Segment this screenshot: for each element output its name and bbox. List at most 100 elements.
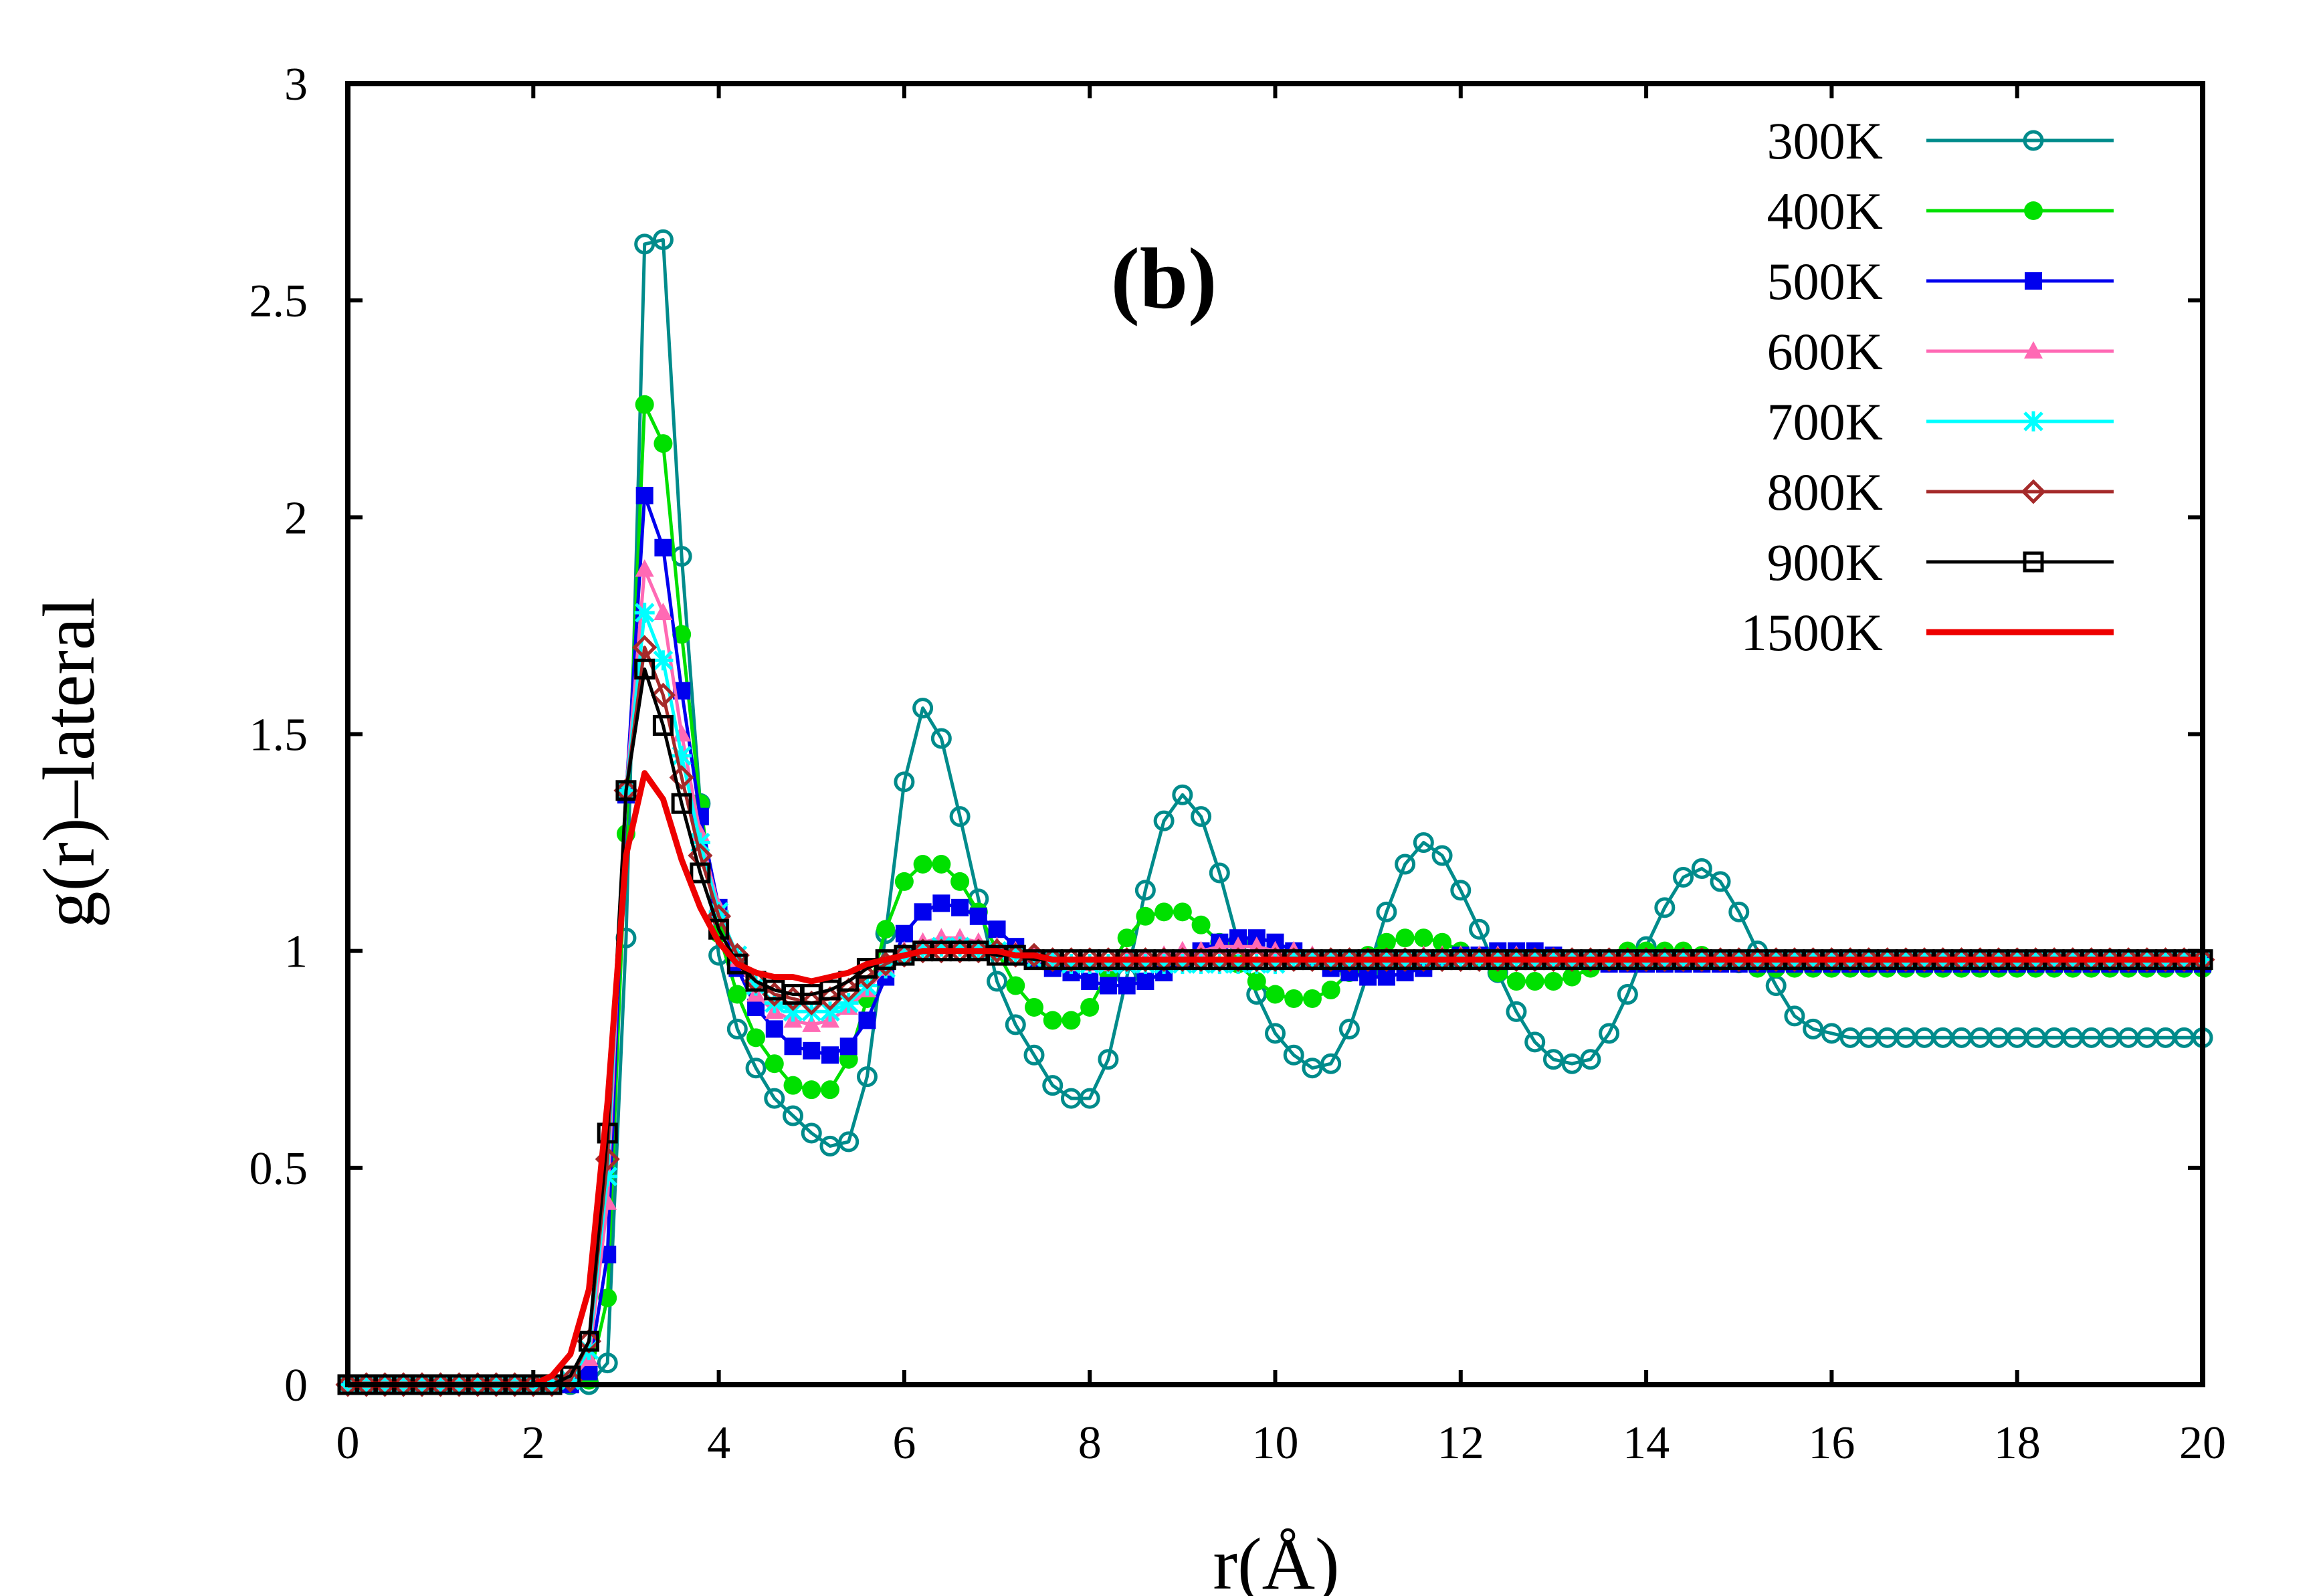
data-point xyxy=(1228,954,1249,975)
data-point xyxy=(1117,928,1136,948)
data-point xyxy=(821,1046,839,1064)
x-tick-label: 18 xyxy=(1994,1417,2041,1469)
data-point xyxy=(1338,1018,1360,1039)
data-point xyxy=(1377,932,1396,952)
legend-item-400K: 400K xyxy=(1767,182,2114,240)
data-point xyxy=(765,1020,783,1038)
data-point xyxy=(819,1135,841,1157)
data-point xyxy=(1006,976,1025,995)
data-point xyxy=(672,745,692,766)
data-point xyxy=(1691,858,1712,879)
data-point xyxy=(672,625,692,644)
data-point xyxy=(1098,954,1118,975)
data-point xyxy=(1284,989,1304,1008)
data-point xyxy=(931,936,952,957)
data-point xyxy=(635,559,654,577)
x-tick-label: 20 xyxy=(2179,1417,2226,1469)
legend-item-900K: 900K xyxy=(1767,533,2114,591)
data-point xyxy=(894,771,915,793)
data-point xyxy=(1153,810,1175,831)
x-tick-label: 16 xyxy=(1808,1417,1855,1469)
data-point xyxy=(1025,997,1044,1017)
data-point xyxy=(951,898,969,916)
data-point xyxy=(1395,854,1416,875)
data-point xyxy=(654,538,672,557)
data-point xyxy=(1433,932,1452,952)
data-point xyxy=(653,650,674,671)
data-point xyxy=(671,793,692,814)
x-tick-label: 10 xyxy=(1252,1417,1299,1469)
data-point xyxy=(876,920,896,939)
data-point xyxy=(858,1011,876,1029)
x-tick-label: 12 xyxy=(1437,1417,1484,1469)
x-tick-label: 4 xyxy=(707,1417,730,1469)
data-point xyxy=(1302,989,1322,1008)
legend-marker xyxy=(2024,341,2043,359)
data-point xyxy=(988,920,1006,938)
data-point xyxy=(1450,880,1472,901)
data-point xyxy=(802,1014,821,1032)
legend-item-1500K: 1500K xyxy=(1741,603,2114,662)
series-line-300K xyxy=(348,237,2203,1387)
axes-layer: 0 2 4 6 8 10 12 14 16 18 20 0 0.5 1 1.5 2 2.5 3 xyxy=(249,59,2227,1469)
data-point xyxy=(558,1367,583,1393)
data-point xyxy=(1542,1049,1564,1070)
y-tick-label: 1 xyxy=(284,926,308,978)
data-point xyxy=(1191,806,1212,827)
data-point xyxy=(1154,954,1175,975)
data-point xyxy=(745,1058,767,1079)
data-point xyxy=(652,229,674,250)
data-point xyxy=(634,602,655,623)
data-point xyxy=(1116,954,1137,975)
data-point xyxy=(817,986,843,1011)
data-point xyxy=(1043,1011,1062,1030)
data-point xyxy=(653,434,673,454)
data-point xyxy=(1506,1001,1527,1022)
data-point xyxy=(836,977,862,1003)
x-axis-title: r(Å) xyxy=(1213,1523,1339,1596)
series-300K xyxy=(337,229,2213,1395)
y-tick-label: 2.5 xyxy=(249,276,308,327)
data-point xyxy=(1506,972,1526,991)
data-point xyxy=(969,907,987,925)
data-point xyxy=(802,1080,821,1100)
data-point xyxy=(578,1330,599,1352)
data-point xyxy=(1524,1031,1546,1053)
legend-label: 400K xyxy=(1767,182,1883,240)
legend-label: 600K xyxy=(1767,322,1883,381)
data-point xyxy=(783,1076,803,1095)
data-point xyxy=(1191,915,1211,934)
data-point xyxy=(746,975,767,996)
data-point xyxy=(1803,1018,1824,1039)
data-point xyxy=(1062,1011,1081,1030)
data-point xyxy=(1414,928,1433,948)
legend-label: 1500K xyxy=(1741,603,1883,662)
data-point xyxy=(634,658,656,680)
data-point xyxy=(1728,901,1750,922)
data-point xyxy=(1061,954,1082,975)
legend-marker xyxy=(2023,551,2044,573)
data-point xyxy=(1431,845,1453,866)
data-point xyxy=(1209,954,1230,975)
series-900K xyxy=(337,658,2213,1395)
data-point xyxy=(1136,973,1154,991)
data-point xyxy=(1821,1023,1842,1044)
y-tick-label: 1.5 xyxy=(249,710,308,761)
data-point xyxy=(726,1018,748,1039)
data-point xyxy=(1710,871,1731,892)
data-point xyxy=(803,1041,821,1060)
data-point xyxy=(634,233,656,255)
data-point xyxy=(597,1353,618,1374)
data-point xyxy=(1023,1044,1045,1066)
data-point xyxy=(932,855,951,874)
data-point xyxy=(838,993,859,1013)
data-point xyxy=(1173,902,1192,922)
y-axis-title: g(r)–lateral xyxy=(28,597,110,928)
data-point xyxy=(1080,997,1100,1017)
legend-marker xyxy=(2023,130,2044,151)
data-point xyxy=(1580,1049,1601,1070)
data-point xyxy=(912,698,934,719)
data-point xyxy=(1118,977,1136,995)
data-point xyxy=(1247,972,1266,991)
data-point xyxy=(1191,954,1211,975)
